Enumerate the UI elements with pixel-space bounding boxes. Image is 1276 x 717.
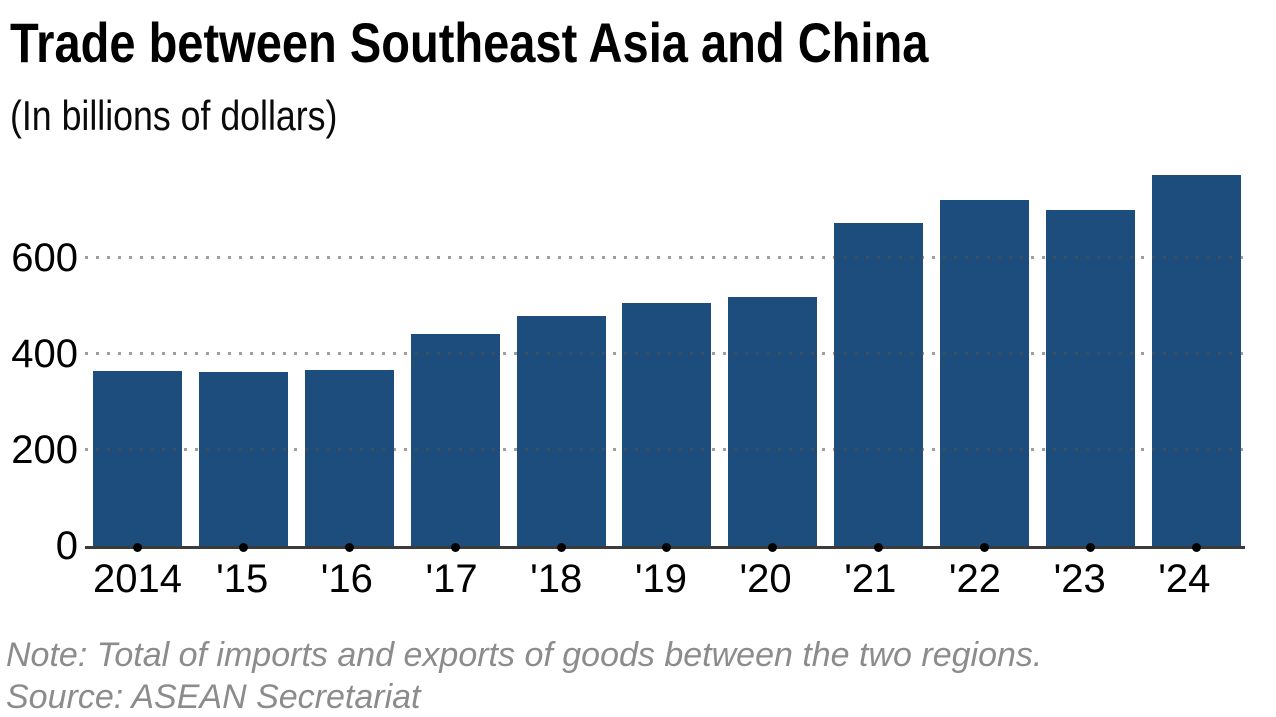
- bar-cell-2014: [93, 370, 182, 552]
- bar-20: [728, 297, 818, 546]
- x-axis-label-15: '15: [216, 557, 269, 601]
- x-axis-label-17: '17: [425, 557, 478, 601]
- axis-tick-dot-18: [556, 543, 566, 552]
- bar-22: [940, 199, 1030, 546]
- bar-2014: [93, 370, 182, 546]
- axis-tick-dot-22: [980, 543, 990, 552]
- chart-subtitle: (In billions of dollars): [10, 92, 338, 139]
- bar-19: [622, 302, 712, 546]
- bar-15: [198, 372, 288, 546]
- axis-tick-dot-15: [238, 543, 248, 552]
- bar-cell-18: [516, 316, 606, 552]
- bar-cell-17: [410, 334, 500, 552]
- bar-cell-21: [834, 223, 924, 552]
- bar-17: [410, 334, 500, 546]
- x-axis-label-2014: 2014: [93, 557, 182, 601]
- bar-24: [1151, 174, 1241, 546]
- y-axis-labels: 0 200 400 600: [0, 166, 78, 568]
- bar-23: [1046, 209, 1136, 546]
- bar-chart: 0 200 400 600: [0, 166, 1276, 568]
- x-axis-labels: 2014 '15 '16 '17 '18 '19 '20 '21 '22 '23 '24: [85, 556, 1233, 602]
- plot-area: [85, 166, 1245, 552]
- axis-tick-dot-17: [450, 543, 460, 552]
- x-axis-label-22: '22: [948, 557, 1002, 601]
- bar-cell-23: [1046, 209, 1136, 552]
- bar-21: [834, 223, 924, 546]
- x-axis-label-19: '19: [634, 557, 687, 601]
- chart-note: Note: Total of imports and exports of go…: [6, 636, 1043, 674]
- y-axis-label-400: 400: [11, 331, 78, 376]
- x-axis-label-20: '20: [739, 557, 792, 601]
- bar-16: [304, 369, 394, 546]
- y-axis-label-600: 600: [11, 235, 78, 280]
- axis-tick-dot-23: [1086, 543, 1096, 552]
- x-axis-label-24: '24: [1158, 557, 1211, 601]
- bar-18: [516, 316, 606, 546]
- chart-title: Trade between Southeast Asia and China: [10, 11, 929, 74]
- bar-cell-20: [728, 297, 818, 552]
- x-axis-label-16: '16: [320, 557, 373, 601]
- chart-footnotes: Note: Total of imports and exports of go…: [6, 634, 1042, 717]
- x-axis-label-18: '18: [530, 557, 583, 601]
- bar-cell-16: [304, 369, 394, 552]
- bar-cell-22: [940, 199, 1030, 552]
- y-axis-label-200: 200: [11, 427, 78, 472]
- y-axis-label-0: 0: [55, 524, 78, 568]
- x-axis-label-23: '23: [1053, 557, 1106, 601]
- bar-cell-19: [622, 302, 712, 552]
- axis-tick-dot-20: [768, 543, 778, 552]
- x-axis-label-21: '21: [844, 557, 897, 601]
- bar-cell-24: [1151, 174, 1241, 552]
- axis-tick-dot-2014: [133, 543, 142, 552]
- axis-tick-dot-19: [662, 543, 672, 552]
- axis-tick-dot-16: [344, 543, 354, 552]
- bar-cell-15: [198, 372, 288, 552]
- axis-tick-dot-21: [874, 543, 884, 552]
- axis-tick-dot-24: [1191, 543, 1201, 552]
- chart-source: Source: ASEAN Secretariat: [6, 678, 421, 716]
